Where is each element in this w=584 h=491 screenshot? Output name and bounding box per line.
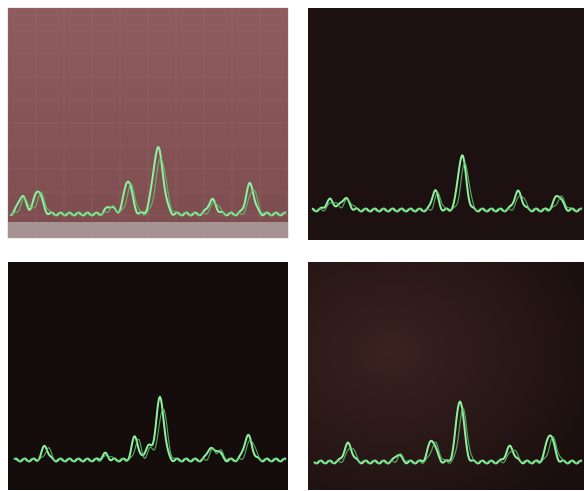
screen-glare (8, 222, 288, 238)
trace (313, 406, 583, 465)
trace (9, 158, 287, 217)
trace (311, 162, 583, 213)
traces (9, 146, 583, 465)
screen-4 (308, 262, 584, 490)
trace (13, 407, 287, 463)
screen-2 (308, 8, 584, 240)
